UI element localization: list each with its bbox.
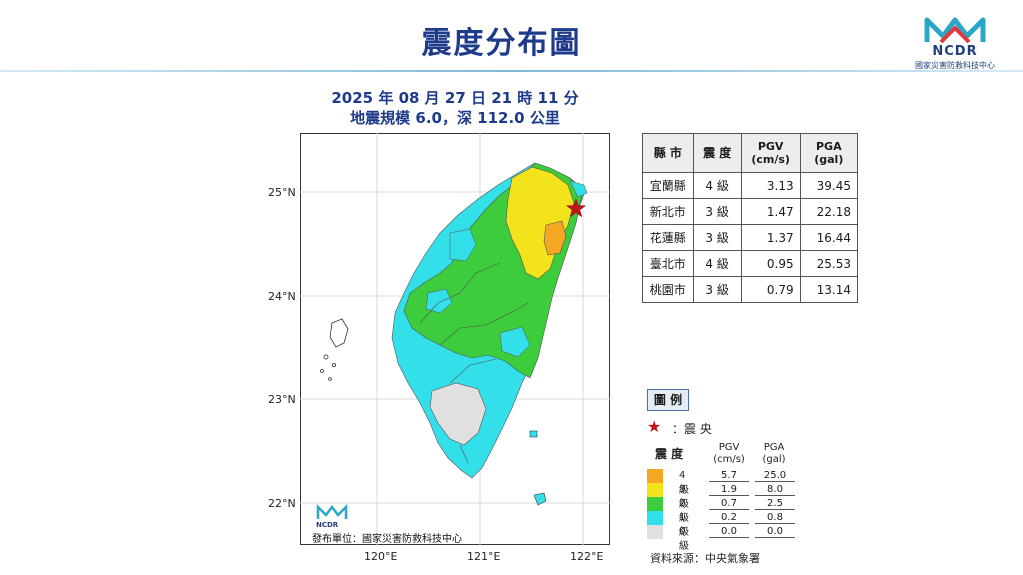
cell-pga: 39.45 <box>799 172 859 199</box>
legend-pga-value: 0.0 <box>755 526 795 538</box>
epicenter-star-icon <box>565 198 587 218</box>
cell-intensity: 3 級 <box>692 276 742 303</box>
cell-pga: 16.44 <box>799 224 859 251</box>
page-title: 震度分布圖 <box>421 26 582 61</box>
cell-intensity: 4 級 <box>692 250 742 277</box>
publisher-label: 發布單位：國家災害防救科技中心 <box>312 534 462 545</box>
logo-subtitle: 國家災害防救科技中心 <box>915 61 995 70</box>
cell-intensity: 4 級 <box>692 172 742 199</box>
legend-level-label: 3 級 <box>679 484 689 510</box>
header-divider <box>0 70 1023 72</box>
legend-pgv-value: 0.7 <box>709 498 749 510</box>
cell-county: 臺北市 <box>642 250 694 277</box>
logo-text: NCDR <box>932 44 978 59</box>
legend-star-icon: ★ <box>647 417 662 436</box>
intensity-table: 縣 市 震 度 PGV (cm/s) PGA (gal) 宜蘭縣 4 級 3.1… <box>642 133 859 303</box>
legend-pgv-value: 0.2 <box>709 512 749 524</box>
lon-label-122: 122°E <box>570 550 604 563</box>
legend-pgv-value: 1.9 <box>709 484 749 496</box>
event-datetime: 2025 年 08 月 27 日 21 時 11 分 <box>331 89 579 107</box>
legend-epicenter-label: ：震 央 <box>672 422 712 436</box>
legend-swatch <box>647 497 663 511</box>
ncdr-logo: NCDR 國家災害防救科技中心 <box>905 14 1005 74</box>
publisher-logo-icon <box>316 503 348 519</box>
cell-pgv: 0.79 <box>740 276 801 303</box>
ncdr-logo-icon <box>924 17 986 44</box>
table-row: 臺北市 4 級 0.95 25.53 <box>642 250 859 277</box>
data-source: 資料來源：中央氣象署 <box>650 552 760 565</box>
taiwan-map <box>300 133 610 545</box>
table-row: 宜蘭縣 4 級 3.13 39.45 <box>642 172 859 199</box>
lat-label-22: 22°N <box>268 497 296 510</box>
header-pga: PGA (gal) <box>799 133 859 173</box>
cell-intensity: 3 級 <box>692 224 742 251</box>
legend-pgv-header: PGV (cm/s) <box>713 442 745 465</box>
header-intensity: 震 度 <box>692 133 742 173</box>
event-magnitude-depth: 地震規模 6.0，深 112.0 公里 <box>350 109 560 127</box>
legend-intensity-header: 震 度 <box>655 447 684 461</box>
lat-label-24: 24°N <box>268 290 296 303</box>
cell-pgv: 0.95 <box>740 250 801 277</box>
table-row: 花蓮縣 3 級 1.37 16.44 <box>642 224 859 251</box>
cell-pgv: 1.37 <box>740 224 801 251</box>
intensity-map: NCDR 發布單位：國家災害防救科技中心 <box>300 133 610 545</box>
lon-label-120: 120°E <box>364 550 398 563</box>
header-pgv: PGV (cm/s) <box>740 133 801 173</box>
lon-label-121: 121°E <box>467 550 501 563</box>
legend-pga-value: 8.0 <box>755 484 795 496</box>
cell-intensity: 3 級 <box>692 198 742 225</box>
publisher-logo-text: NCDR <box>316 521 339 529</box>
legend-swatch <box>647 483 663 497</box>
cell-pgv: 1.47 <box>740 198 801 225</box>
legend-pga-value: 25.0 <box>755 470 795 482</box>
cell-county: 花蓮縣 <box>642 224 694 251</box>
legend-title: 圖 例 <box>647 389 689 411</box>
cell-pga: 22.18 <box>799 198 859 225</box>
legend-swatch <box>647 511 663 525</box>
legend-pga-value: 0.8 <box>755 512 795 524</box>
lat-label-23: 23°N <box>268 393 296 406</box>
cell-pga: 13.14 <box>799 276 859 303</box>
table-row: 桃園市 3 級 0.79 13.14 <box>642 276 859 303</box>
cell-pga: 25.53 <box>799 250 859 277</box>
legend-level-label: 4 級 <box>679 470 689 496</box>
table-row: 新北市 3 級 1.47 22.18 <box>642 198 859 225</box>
legend-level-label: 2 級 <box>679 498 689 524</box>
legend-pga-value: 2.5 <box>755 498 795 510</box>
cell-county: 桃園市 <box>642 276 694 303</box>
legend-pgv-value: 0.0 <box>709 526 749 538</box>
header-county: 縣 市 <box>642 133 694 173</box>
legend-level-label: 1 級 <box>679 512 689 538</box>
lat-label-25: 25°N <box>268 186 296 199</box>
legend-pga-header: PGA (gal) <box>762 442 786 465</box>
cell-pgv: 3.13 <box>740 172 801 199</box>
legend-pgv-value: 5.7 <box>709 470 749 482</box>
legend-level-label: 0 級 <box>679 526 689 552</box>
legend-swatch <box>647 525 663 539</box>
cell-county: 宜蘭縣 <box>642 172 694 199</box>
legend-swatch <box>647 469 663 483</box>
cell-county: 新北市 <box>642 198 694 225</box>
table-header-row: 縣 市 震 度 PGV (cm/s) PGA (gal) <box>642 133 859 173</box>
